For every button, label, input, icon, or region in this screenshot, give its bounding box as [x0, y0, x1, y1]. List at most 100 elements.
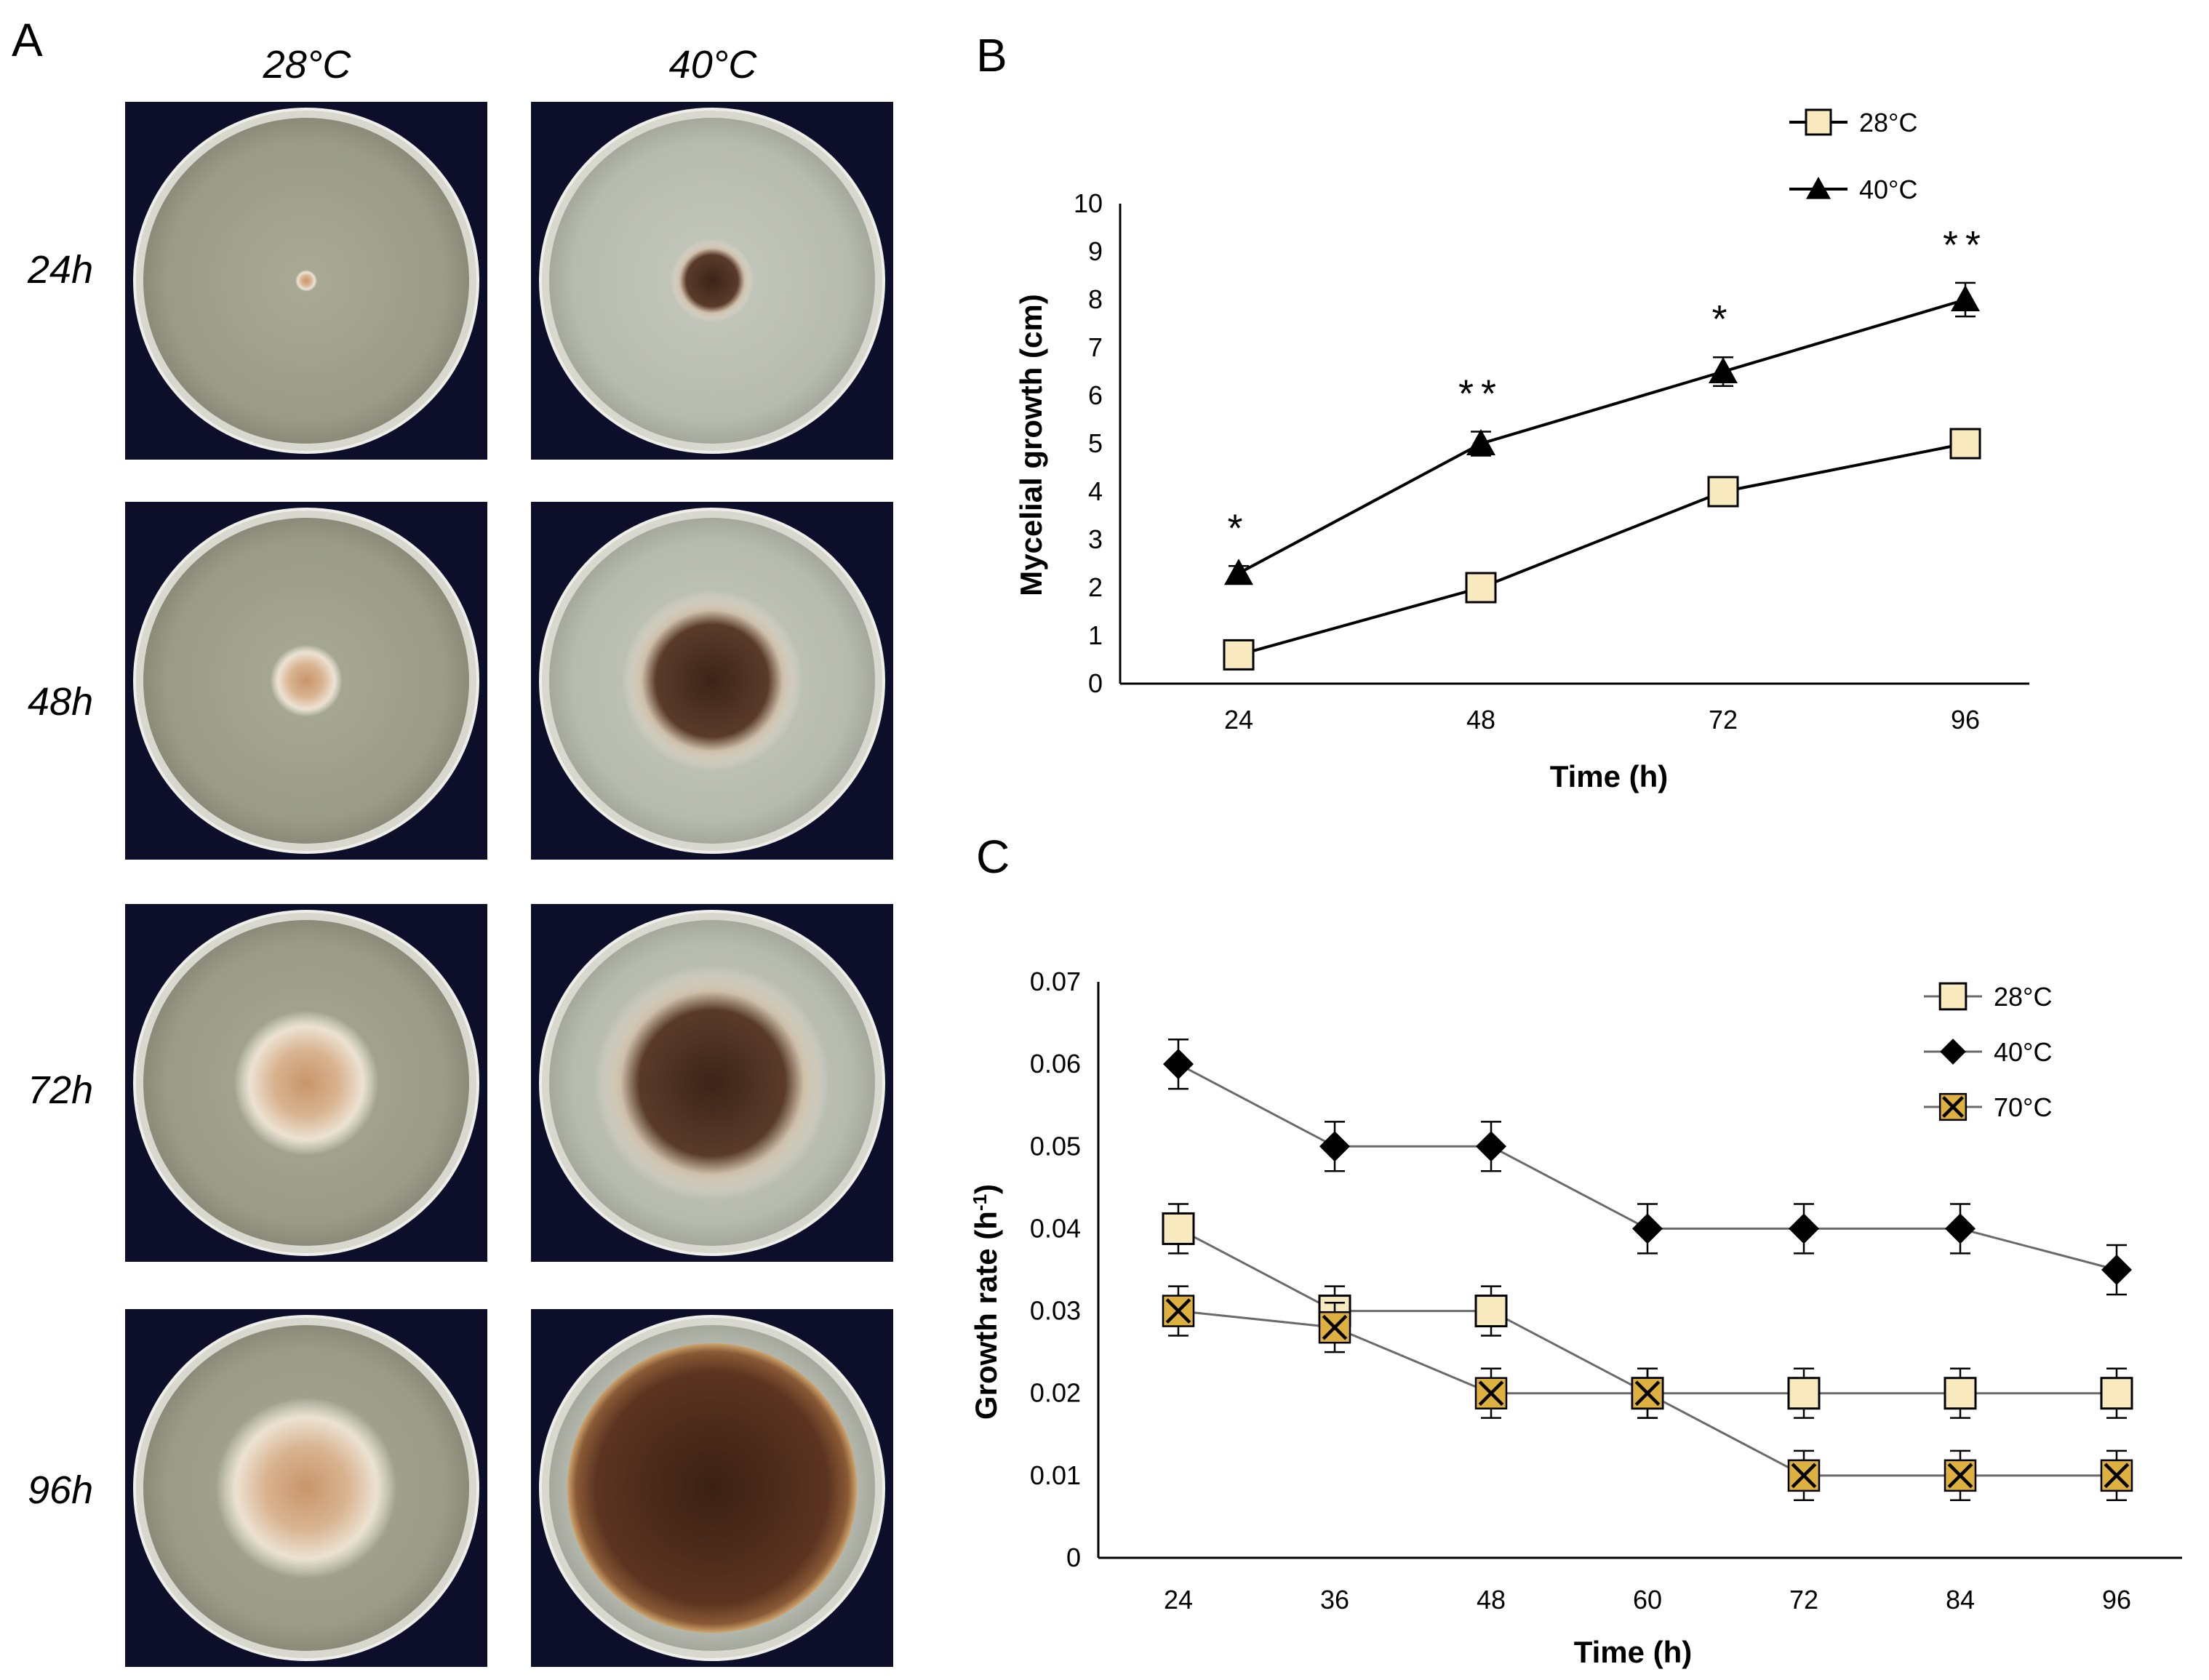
- triangle-marker: [1224, 559, 1253, 585]
- row-label-48h: 48h: [28, 680, 94, 724]
- diamond-marker: [1319, 1131, 1350, 1162]
- square-marker: [1949, 428, 1981, 460]
- petri-plate-24h-40c: [531, 102, 893, 460]
- legend-item: 28°C: [1924, 982, 2052, 1012]
- mycelial-growth-chart: B 0 1 2 3 4 5 6 7 8 9 10 24 48 72 96 Time (h) Mycelial gr…: [976, 29, 2029, 793]
- panel-label: C: [976, 836, 1010, 883]
- y-tick-label: 0.06: [1030, 1049, 1081, 1079]
- diamond-marker: [2101, 1255, 2132, 1285]
- fungal-colony: [567, 1343, 858, 1633]
- panel-label: B: [976, 29, 1007, 81]
- triangle-marker: [1806, 177, 1831, 199]
- x-tick-label: 96: [2102, 1585, 2131, 1615]
- legend-label: 40°C: [1859, 175, 1917, 204]
- y-tick-label: 8: [1088, 284, 1103, 314]
- significance-mark: *: [1227, 506, 1250, 550]
- y-tick-label: 10: [1074, 188, 1103, 218]
- y-tick-label: 5: [1088, 428, 1103, 458]
- y-tick-label: 2: [1088, 572, 1103, 602]
- fungal-colony: [215, 1397, 397, 1579]
- square-marker: [1162, 1212, 1195, 1245]
- x-tick-label: 24: [1164, 1585, 1193, 1615]
- fungal-colony: [594, 965, 830, 1201]
- legend-label: 40°C: [1994, 1037, 2052, 1067]
- y-tick-label: 4: [1088, 476, 1103, 506]
- square-marker: [1707, 476, 1739, 508]
- significance-mark: **: [1943, 223, 1988, 267]
- petri-plate-72h-40c: [531, 904, 893, 1262]
- diamond-marker: [1163, 1049, 1194, 1080]
- fungal-colony: [295, 270, 317, 292]
- significance-mark: **: [1458, 372, 1503, 416]
- legend-item: 70°C: [1924, 1092, 2052, 1122]
- column-header-28: 28°C: [263, 43, 351, 87]
- y-tick-label: 0.05: [1030, 1131, 1081, 1161]
- x-tick-label: 48: [1477, 1585, 1506, 1615]
- fungal-colony: [270, 644, 343, 717]
- petri-plate-48h-28c: [125, 502, 487, 860]
- y-tick-label: 7: [1088, 332, 1103, 362]
- square-marker: [1805, 108, 1832, 136]
- x-axis-title: Time (h): [1550, 759, 1669, 793]
- column-header-40: 40°C: [668, 43, 757, 87]
- y-tick-label: 0: [1066, 1543, 1081, 1572]
- legend-item: 40°C: [1789, 175, 1917, 204]
- series-40°C: [1224, 281, 1980, 585]
- x-tick-label: 72: [1709, 705, 1738, 735]
- diamond-marker: [1789, 1213, 1819, 1244]
- x-tick-label: 96: [1951, 705, 1980, 735]
- series-28°C: [1223, 428, 1981, 671]
- panel-a: A 28°C 40°C 24h 48h 72h 96h: [0, 0, 946, 1680]
- series-40°C: [1163, 1038, 2132, 1296]
- y-tick-label: 3: [1088, 524, 1103, 554]
- triangle-marker: [1466, 429, 1495, 455]
- x-tick-label: 36: [1320, 1585, 1349, 1615]
- panel-a-label: A: [12, 14, 43, 66]
- legend-label: 28°C: [1994, 982, 2052, 1012]
- y-tick-label: 0.01: [1030, 1460, 1081, 1490]
- diamond-marker: [1476, 1131, 1506, 1162]
- petri-plate-96h-40c: [531, 1309, 893, 1667]
- y-tick-label: 1: [1088, 620, 1103, 650]
- y-tick-label: 0: [1088, 668, 1103, 698]
- square-marker: [1465, 572, 1497, 604]
- petri-plate-72h-28c: [125, 904, 487, 1262]
- y-tick-label: 0.03: [1030, 1296, 1081, 1326]
- y-tick-label: 0.02: [1030, 1378, 1081, 1408]
- x-axis-title: Time (h): [1574, 1635, 1693, 1669]
- square-marker: [1938, 982, 1968, 1011]
- y-axis-title-superscript: -1: [969, 1194, 991, 1211]
- petri-plate-grid: [125, 102, 893, 1667]
- row-label-96h: 96h: [28, 1468, 94, 1512]
- petri-plate-24h-28c: [125, 102, 487, 460]
- series-line: [1238, 442, 1966, 657]
- x-tick-label: 60: [1633, 1585, 1662, 1615]
- triangle-marker: [1951, 285, 1980, 311]
- significance-mark: *: [1711, 297, 1734, 341]
- petri-plate-96h-28c: [125, 1309, 487, 1667]
- fungal-colony: [233, 1010, 379, 1156]
- x-tick-label: 48: [1466, 705, 1495, 735]
- diamond-marker: [1945, 1213, 1976, 1244]
- x-tick-label: 24: [1224, 705, 1253, 735]
- fungal-colony: [621, 590, 803, 772]
- series-70°C: [1162, 1285, 2133, 1502]
- legend-label: 28°C: [1859, 108, 1917, 137]
- legend-label: 70°C: [1994, 1092, 2052, 1122]
- square-marker: [1787, 1377, 1821, 1410]
- legend-item: 40°C: [1924, 1037, 2052, 1067]
- y-tick-label: 0.04: [1030, 1213, 1081, 1243]
- y-axis-title: Mycelial growth (cm): [1014, 294, 1048, 596]
- triangle-marker: [1709, 357, 1738, 383]
- x-tick-label: 84: [1946, 1585, 1975, 1615]
- diamond-marker: [1632, 1213, 1663, 1244]
- square-marker: [2100, 1377, 2133, 1410]
- y-axis-title: Growth rate (h-1): [969, 1184, 1003, 1420]
- square-marker: [1474, 1295, 1508, 1328]
- y-axis-title-end: ): [969, 1184, 1003, 1194]
- fungal-colony: [670, 239, 754, 323]
- row-label-24h: 24h: [28, 248, 94, 292]
- y-tick-label: 0.07: [1030, 967, 1081, 996]
- legend-item: 28°C: [1789, 108, 1917, 137]
- petri-plate-48h-40c: [531, 502, 893, 860]
